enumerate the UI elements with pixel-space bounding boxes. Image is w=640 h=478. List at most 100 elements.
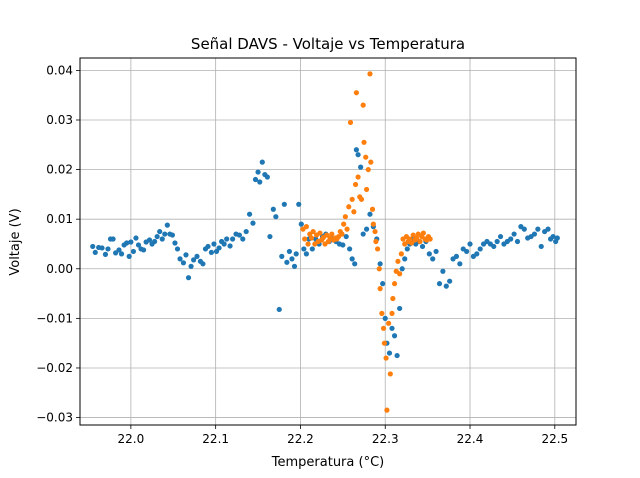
data-point [398, 251, 404, 257]
data-point [440, 268, 446, 274]
data-point [240, 236, 246, 242]
data-point [346, 204, 352, 210]
data-points [90, 71, 560, 413]
data-point [404, 246, 410, 252]
data-point [408, 240, 415, 246]
data-point [270, 206, 276, 212]
data-point [426, 251, 432, 257]
x-tick-label: 22.3 [372, 432, 399, 446]
data-point [370, 221, 376, 227]
x-axis-label: Temperatura (°C) [271, 455, 384, 470]
data-point [124, 240, 130, 246]
data-point [447, 278, 453, 284]
data-point [329, 231, 335, 237]
data-point [349, 196, 355, 202]
data-point [185, 275, 192, 281]
data-point [360, 231, 366, 237]
data-point [135, 242, 142, 248]
data-point [414, 235, 420, 241]
data-point [360, 102, 366, 108]
data-point [399, 266, 405, 272]
x-tick-label: 22.0 [118, 432, 145, 446]
data-point [286, 248, 293, 255]
data-point [514, 238, 521, 245]
y-tick-label: 0.04 [46, 63, 73, 77]
data-point [174, 246, 181, 252]
data-point [511, 231, 517, 237]
data-point [301, 246, 307, 252]
data-point [340, 242, 346, 248]
data-point [276, 306, 282, 313]
data-point [387, 371, 393, 377]
data-point [264, 174, 270, 180]
data-point [443, 283, 449, 289]
data-point [355, 152, 361, 158]
data-point [535, 226, 541, 232]
data-point [99, 245, 105, 251]
y-tick-label: −0.02 [36, 361, 73, 375]
data-point [230, 236, 236, 242]
data-point [216, 245, 222, 251]
data-point [159, 236, 165, 242]
data-point [467, 241, 473, 247]
data-point [177, 256, 183, 262]
data-point [205, 243, 211, 250]
y-tick-label: 0.01 [46, 212, 73, 226]
data-point [550, 233, 556, 240]
data-point [343, 233, 349, 240]
data-point [397, 271, 403, 277]
data-point [353, 90, 360, 96]
data-point [376, 266, 382, 272]
data-point [363, 154, 369, 160]
data-point [417, 238, 423, 245]
data-point [352, 261, 358, 267]
data-point [383, 355, 389, 361]
data-point [427, 236, 433, 242]
data-point [162, 231, 168, 237]
data-point [126, 253, 132, 259]
data-point [384, 407, 390, 413]
y-tick-label: −0.03 [36, 411, 73, 425]
x-tick-label: 22.5 [541, 432, 568, 446]
data-point [377, 286, 383, 292]
data-point [257, 179, 263, 185]
x-tick-label: 22.2 [287, 432, 314, 446]
data-point [355, 174, 361, 180]
grid [80, 58, 576, 425]
data-point [130, 248, 137, 255]
data-point [250, 220, 256, 226]
data-point [494, 238, 500, 245]
data-point [365, 166, 371, 173]
y-tick-label: −0.01 [36, 311, 73, 325]
data-point [303, 224, 309, 230]
data-point [308, 235, 315, 241]
data-point [152, 238, 158, 245]
data-point [464, 248, 470, 255]
data-point [521, 226, 527, 232]
y-axis-label: Voltaje (V) [8, 208, 23, 275]
data-point [324, 232, 330, 238]
plot-frame [79, 57, 577, 426]
data-point [491, 243, 497, 250]
data-point [382, 315, 388, 321]
data-point [419, 243, 426, 250]
data-point [92, 249, 98, 256]
data-point [305, 241, 311, 247]
data-point [474, 251, 480, 257]
data-point [221, 241, 227, 247]
chart-title: Señal DAVS - Voltaje vs Temperatura [191, 35, 465, 53]
data-point [373, 238, 379, 245]
x-tick-label: 22.1 [202, 432, 229, 446]
data-point [273, 214, 279, 220]
data-point [200, 261, 206, 267]
data-point [361, 139, 367, 145]
data-point [430, 256, 436, 262]
data-point [252, 176, 259, 183]
data-point [172, 240, 178, 246]
data-point [372, 228, 378, 235]
data-point [375, 246, 381, 252]
data-point [363, 186, 370, 193]
data-point [154, 233, 160, 240]
data-point [342, 214, 348, 220]
